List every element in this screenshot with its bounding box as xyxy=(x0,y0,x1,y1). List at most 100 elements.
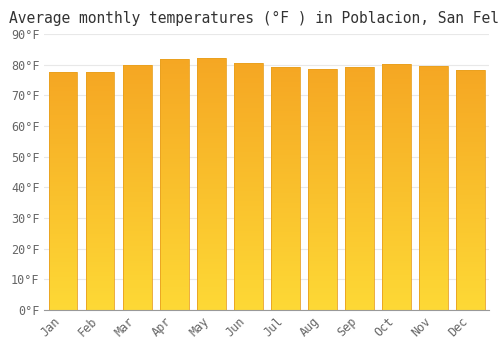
Bar xyxy=(345,271,374,273)
Bar xyxy=(122,77,152,79)
Bar xyxy=(160,234,188,237)
Bar xyxy=(48,134,78,136)
Bar xyxy=(271,273,300,276)
Bar xyxy=(271,189,300,191)
Bar xyxy=(419,185,448,188)
Bar xyxy=(382,216,410,219)
Bar xyxy=(382,153,410,155)
Bar xyxy=(345,108,374,111)
Bar xyxy=(382,77,410,79)
Bar xyxy=(86,167,114,169)
Bar xyxy=(196,57,226,60)
Bar xyxy=(48,295,78,298)
Bar xyxy=(271,140,300,142)
Bar xyxy=(122,302,152,305)
Bar xyxy=(456,197,485,199)
Bar xyxy=(122,258,152,261)
Bar xyxy=(48,141,78,144)
Bar xyxy=(456,178,485,180)
Bar xyxy=(419,288,448,290)
Bar xyxy=(122,214,152,217)
Bar xyxy=(234,179,262,182)
Bar xyxy=(271,96,300,99)
Bar xyxy=(419,132,448,134)
Bar xyxy=(382,290,410,293)
Bar xyxy=(122,138,152,141)
Bar xyxy=(196,191,226,194)
Bar xyxy=(382,121,410,123)
Bar xyxy=(160,136,188,139)
Bar xyxy=(122,75,152,77)
Bar xyxy=(234,218,262,221)
Bar xyxy=(160,177,188,179)
Bar xyxy=(308,218,336,220)
Bar xyxy=(234,145,262,147)
Bar xyxy=(234,93,262,95)
Bar xyxy=(419,219,448,222)
Bar xyxy=(122,124,152,126)
Bar xyxy=(271,196,300,198)
Bar xyxy=(234,229,262,231)
Bar xyxy=(419,271,448,273)
Bar xyxy=(160,257,188,259)
Bar xyxy=(419,112,448,114)
Bar xyxy=(122,190,152,192)
Bar xyxy=(345,72,374,75)
Bar xyxy=(196,297,226,300)
Bar xyxy=(160,156,188,159)
Bar xyxy=(86,303,114,305)
Bar xyxy=(308,216,336,218)
Bar xyxy=(122,158,152,160)
Bar xyxy=(234,147,262,149)
Bar xyxy=(234,125,262,127)
Bar xyxy=(419,244,448,246)
Bar xyxy=(234,98,262,100)
Bar xyxy=(456,84,485,87)
Bar xyxy=(160,227,188,229)
Bar xyxy=(86,262,114,265)
Bar xyxy=(419,259,448,261)
Bar xyxy=(234,256,262,258)
Bar xyxy=(456,223,485,226)
Bar xyxy=(382,197,410,199)
Bar xyxy=(456,113,485,116)
Bar xyxy=(122,131,152,133)
Bar xyxy=(271,92,300,94)
Bar xyxy=(308,93,336,95)
Bar xyxy=(122,285,152,288)
Bar xyxy=(160,232,188,234)
Bar xyxy=(271,278,300,281)
Bar xyxy=(382,108,410,111)
Bar xyxy=(86,181,114,184)
Bar xyxy=(456,159,485,161)
Bar xyxy=(48,155,78,158)
Bar xyxy=(382,202,410,204)
Bar xyxy=(122,65,152,310)
Bar xyxy=(345,152,374,155)
Bar xyxy=(160,169,188,171)
Bar xyxy=(271,210,300,213)
Bar xyxy=(382,94,410,96)
Bar xyxy=(196,302,226,305)
Bar xyxy=(86,93,114,96)
Bar xyxy=(48,186,78,189)
Bar xyxy=(456,171,485,173)
Bar xyxy=(456,254,485,257)
Bar xyxy=(308,143,336,146)
Bar xyxy=(271,298,300,300)
Bar xyxy=(122,266,152,268)
Bar xyxy=(48,222,78,224)
Bar xyxy=(122,175,152,177)
Bar xyxy=(86,141,114,143)
Bar xyxy=(308,150,336,153)
Bar xyxy=(456,274,485,276)
Bar xyxy=(271,181,300,184)
Bar xyxy=(271,155,300,157)
Bar xyxy=(122,163,152,165)
Bar xyxy=(48,258,78,260)
Bar xyxy=(345,232,374,234)
Bar xyxy=(122,143,152,146)
Bar xyxy=(382,165,410,167)
Bar xyxy=(456,221,485,223)
Bar xyxy=(160,144,188,147)
